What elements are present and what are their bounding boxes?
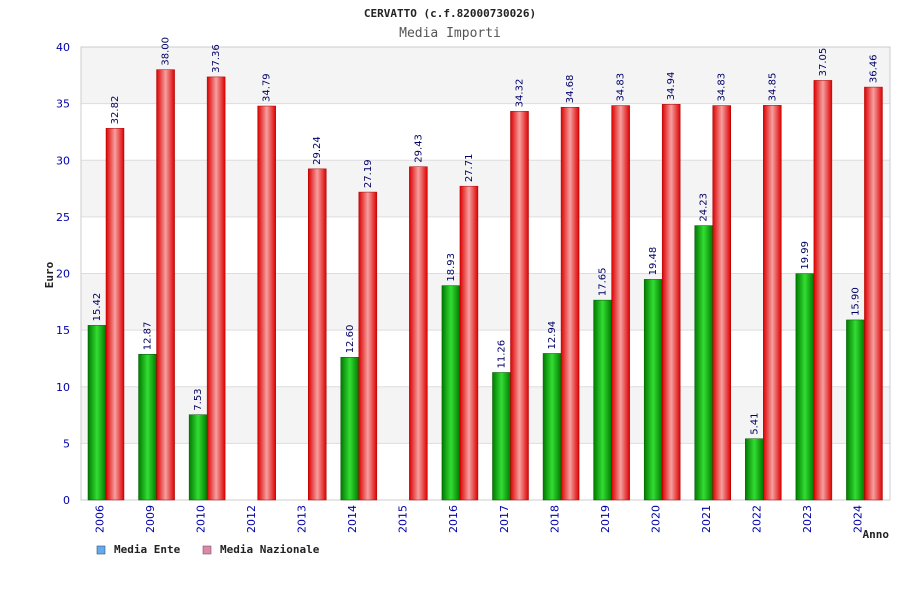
bar-media-ente (441, 285, 461, 501)
y-tick-label: 40 (56, 41, 70, 54)
y-axis-label: Euro (43, 261, 56, 288)
y-tick-label: 10 (56, 381, 70, 394)
legend-label-media-ente: Media Ente (114, 543, 181, 556)
data-label: 32.82 (110, 96, 121, 125)
x-tick-label: 2012 (245, 505, 258, 533)
data-label: 19.99 (800, 241, 811, 270)
bar-media-nazionale (105, 128, 125, 501)
bar-media-nazionale (813, 80, 833, 501)
x-tick-label: 2021 (700, 505, 713, 533)
y-tick-label: 20 (56, 268, 70, 281)
x-axis-ticks: 2006 2009 2010 2012 2013 2014 2015 2016 2017 2018… (93, 505, 864, 533)
data-label: 15.42 (92, 293, 103, 322)
data-label: 34.94 (666, 72, 677, 101)
data-label: 34.83 (717, 73, 728, 102)
bar-media-ente (188, 414, 208, 501)
bar-media-nazionale (308, 168, 327, 501)
data-label: 11.26 (497, 340, 508, 369)
data-label: 12.87 (143, 322, 154, 351)
bar-media-nazionale (459, 185, 479, 501)
x-axis-label: Anno (863, 528, 890, 541)
x-tick-label: 2017 (498, 505, 511, 533)
plot-border (80, 46, 891, 501)
y-tick-label: 15 (56, 324, 70, 337)
bar-media-ente (340, 357, 360, 501)
legend-swatch-media-nazionale (202, 545, 212, 555)
x-tick-label: 2006 (93, 505, 106, 533)
x-tick-label: 2016 (447, 505, 460, 533)
y-tick-label: 5 (63, 437, 70, 450)
bar-media-ente (542, 353, 562, 501)
legend-label-media-nazionale: Media Nazionale (220, 543, 320, 556)
data-label: 29.24 (312, 136, 323, 165)
bar-media-ente (492, 372, 511, 501)
x-tick-label: 2024 (852, 505, 865, 533)
data-label: 34.79 (262, 73, 273, 102)
data-label: 27.71 (464, 154, 475, 183)
bar-media-ente (694, 225, 713, 501)
x-tick-label: 2015 (397, 505, 410, 533)
data-label: 34.68 (565, 75, 576, 104)
bar-media-nazionale (763, 105, 782, 501)
bar-media-nazionale (611, 105, 630, 501)
data-label: 5.41 (749, 412, 760, 434)
bar-media-nazionale (257, 105, 276, 501)
x-tick-label: 2022 (751, 505, 764, 533)
bar-media-nazionale (560, 106, 580, 501)
data-label: 17.65 (598, 267, 609, 296)
y-tick-label: 0 (63, 494, 70, 507)
data-label: 12.60 (345, 325, 356, 354)
bar-media-nazionale (510, 111, 529, 501)
x-tick-label: 2009 (144, 505, 157, 533)
bar-media-ente (138, 353, 157, 501)
data-label: 12.94 (547, 321, 558, 350)
data-label: 38.00 (161, 37, 172, 66)
x-tick-label: 2020 (649, 505, 662, 533)
bar-media-ente (593, 299, 612, 501)
chart-subtitle: Media Importi (399, 26, 501, 41)
y-tick-label: 25 (56, 211, 70, 224)
data-label: 18.93 (446, 253, 457, 282)
x-tick-label: 2013 (296, 505, 309, 533)
data-label: 37.36 (211, 44, 222, 73)
bar-media-nazionale (206, 76, 226, 501)
data-label: 7.53 (193, 388, 204, 410)
bar-media-ente (745, 438, 764, 501)
x-tick-label: 2019 (599, 505, 612, 533)
bar-media-nazionale (712, 105, 731, 501)
legend: Media Ente Media Nazionale (96, 543, 320, 556)
data-label: 24.23 (699, 193, 710, 222)
bar-media-nazionale (409, 166, 428, 501)
data-label: 15.90 (850, 287, 861, 316)
x-tick-label: 2014 (346, 505, 359, 533)
bar-media-ente (643, 279, 663, 501)
legend-swatch-media-ente (96, 545, 106, 555)
bar-media-ente (846, 319, 865, 501)
data-label: 34.83 (616, 73, 627, 102)
chart-title: CERVATTO (c.f.82000730026) (364, 7, 536, 20)
data-label: 36.46 (868, 54, 879, 83)
data-label: 19.48 (648, 247, 659, 276)
data-label: 34.32 (515, 79, 526, 108)
data-label: 29.43 (413, 134, 424, 163)
data-label: 34.85 (767, 73, 778, 102)
bar-media-nazionale (358, 191, 378, 501)
bar-media-nazionale (661, 104, 681, 501)
bar-media-ente (795, 273, 815, 501)
y-tick-label: 35 (56, 98, 70, 111)
bar-media-ente (87, 325, 107, 501)
bar-media-nazionale (156, 69, 175, 501)
data-label: 27.19 (363, 159, 374, 188)
y-axis-ticks: 0 5 10 15 20 25 30 35 40 (56, 41, 70, 507)
data-labels: 15.42 32.82 12.87 38.00 7.53 37.36 34.79 29.24 1… (92, 37, 879, 435)
data-label: 37.05 (818, 48, 829, 77)
y-tick-label: 30 (56, 154, 70, 167)
x-tick-label: 2010 (194, 505, 207, 533)
bars (87, 69, 883, 501)
bar-media-nazionale (864, 86, 883, 501)
x-tick-label: 2018 (548, 505, 561, 533)
x-tick-label: 2023 (801, 505, 814, 533)
